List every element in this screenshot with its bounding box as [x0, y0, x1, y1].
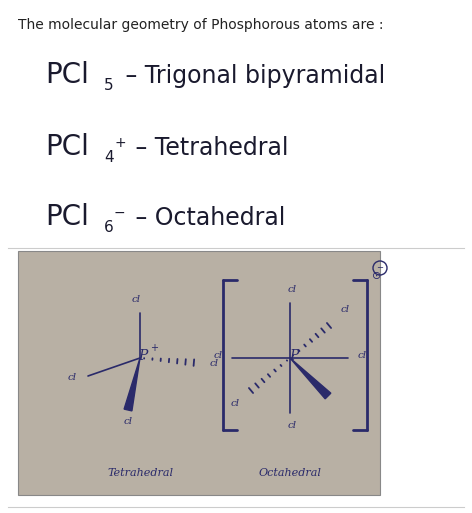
Text: Octahedral: Octahedral — [259, 468, 321, 478]
Text: P: P — [138, 349, 148, 363]
Text: PCl: PCl — [45, 133, 89, 161]
Text: −: − — [377, 264, 383, 272]
Text: cl: cl — [210, 359, 219, 367]
Bar — [18, 251, 380, 495]
Text: 6: 6 — [104, 220, 114, 235]
Text: 5: 5 — [104, 78, 114, 93]
Text: The molecular geometry of Phosphorous atoms are :: The molecular geometry of Phosphorous at… — [18, 18, 383, 32]
Text: PCl: PCl — [45, 61, 89, 89]
Text: cl: cl — [124, 418, 133, 426]
Text: cl: cl — [131, 295, 141, 305]
Text: P: P — [289, 349, 299, 363]
Text: +: + — [150, 343, 158, 353]
Text: cl: cl — [340, 306, 350, 314]
Text: ⊙: ⊙ — [372, 271, 382, 281]
Text: −: − — [114, 206, 126, 220]
Text: Tetrahedral: Tetrahedral — [107, 468, 173, 478]
Text: PCl: PCl — [45, 203, 89, 231]
Polygon shape — [290, 358, 331, 399]
Text: cl: cl — [287, 422, 296, 430]
Text: cl: cl — [287, 286, 296, 294]
Text: 4: 4 — [104, 150, 114, 165]
Text: cl: cl — [67, 373, 76, 383]
Text: – Octahedral: – Octahedral — [128, 206, 286, 230]
Text: cl: cl — [230, 399, 240, 407]
Text: – Trigonal bipyramidal: – Trigonal bipyramidal — [118, 64, 385, 88]
Text: – Tetrahedral: – Tetrahedral — [128, 136, 288, 160]
Text: cl: cl — [357, 350, 367, 360]
Polygon shape — [124, 358, 140, 411]
Text: cl: cl — [213, 350, 223, 360]
Text: +: + — [114, 136, 126, 150]
